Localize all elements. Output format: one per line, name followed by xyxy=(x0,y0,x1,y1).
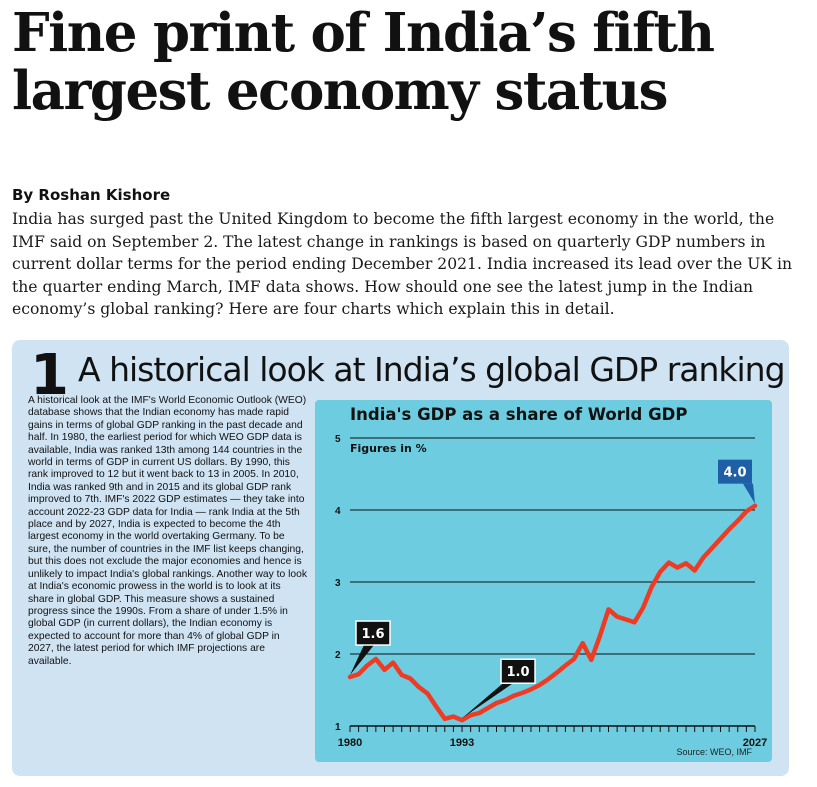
y-tick-label-1: 1 xyxy=(335,722,341,733)
x-tick-label-2027: 2027 xyxy=(743,737,767,749)
chart-title: India's GDP as a share of World GDP xyxy=(350,405,688,424)
panel-body-text: A historical look at the IMF's World Eco… xyxy=(28,395,307,667)
source-note: Source: WEO, IMF xyxy=(676,747,752,757)
chart-box: India's GDP as a share of World GDP Figu… xyxy=(315,400,772,762)
byline: By Roshan Kishore xyxy=(12,186,171,204)
y-tick-label-4: 4 xyxy=(335,506,341,517)
line-chart: 1 2 3 4 5 1980 1993 2027 1.6 1.0 4.0 xyxy=(335,434,767,749)
headline: Fine print of India’s fifth largest econ… xyxy=(12,2,715,122)
callout-label-1.0: 1.0 xyxy=(507,665,530,680)
callout-pointer-4.0 xyxy=(743,483,755,504)
series-line xyxy=(347,503,758,723)
y-tick-label-5: 5 xyxy=(335,434,341,445)
panel-number: 1 xyxy=(30,343,69,408)
callout-label-1.6: 1.6 xyxy=(361,627,384,642)
chart-panel: 1 A historical look at India’s global GD… xyxy=(12,340,789,776)
callout-box-4.0 xyxy=(718,459,752,484)
callout-pointer-1.0 xyxy=(462,683,514,719)
x-tick-label-1993: 1993 xyxy=(450,737,474,749)
callout-box-1.6 xyxy=(355,620,391,646)
x-tick-label-1980: 1980 xyxy=(338,737,362,749)
callout-pointer-1.6 xyxy=(350,645,374,676)
y-tick-label-3: 3 xyxy=(335,578,341,589)
callout-box-1.0 xyxy=(500,658,536,684)
callout-label-4.0: 4.0 xyxy=(723,466,746,481)
y-tick-label-2: 2 xyxy=(335,650,341,661)
chart-subtitle: Figures in % xyxy=(350,442,427,455)
panel-title: A historical look at India’s global GDP … xyxy=(78,350,786,389)
intro-paragraph: India has surged past the United Kingdom… xyxy=(12,210,793,318)
